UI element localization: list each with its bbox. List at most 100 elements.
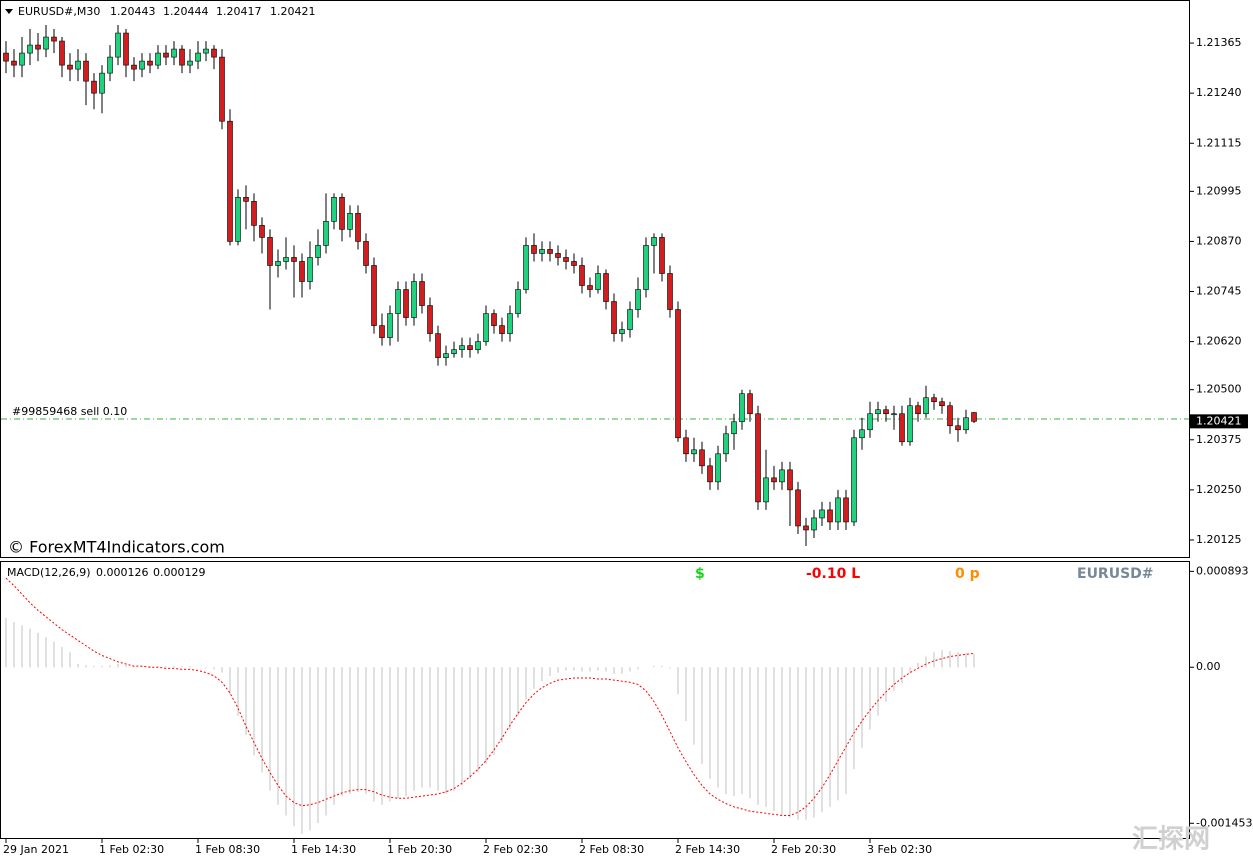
candle-body <box>283 257 289 262</box>
candle-body <box>403 289 409 318</box>
candle-body <box>675 309 681 439</box>
y-tick-label: 1.20500 <box>1196 383 1242 396</box>
candle-body <box>435 333 441 358</box>
candle-body <box>867 413 873 431</box>
candle-body <box>475 341 481 350</box>
x-tick-label: 1 Feb 02:30 <box>99 843 164 856</box>
candle-body <box>75 60 81 70</box>
macd-title: MACD(12,26,9) <box>7 566 91 579</box>
y-tick-label: 1.20250 <box>1196 483 1242 496</box>
candle-body <box>835 497 841 523</box>
candle-body <box>363 241 369 266</box>
x-tick-label: 29 Jan 2021 <box>3 843 69 856</box>
candle-body <box>779 469 785 483</box>
candle-body <box>179 48 185 66</box>
candle-body <box>611 301 617 334</box>
candle-body <box>635 289 641 310</box>
candle-body <box>83 60 89 82</box>
y-tick-label: 0.00 <box>1196 660 1221 673</box>
price-tag <box>1190 414 1248 429</box>
candle-body <box>579 265 585 286</box>
candle-body <box>515 289 521 314</box>
order-label: #99859468 sell 0.10 <box>12 405 127 418</box>
candle-body <box>19 52 25 66</box>
candle-body <box>323 221 329 246</box>
watermark: © ForexMT4Indicators.com <box>8 538 225 557</box>
candle-body <box>211 48 217 58</box>
candle-body <box>563 257 569 262</box>
candle-body <box>715 453 721 483</box>
candle-body <box>91 80 97 94</box>
candle-body <box>371 265 377 326</box>
candle-body <box>499 325 505 334</box>
candle-body <box>923 397 929 415</box>
x-tick-label: 2 Feb 08:30 <box>579 843 644 856</box>
candle-body <box>43 36 49 50</box>
candle-body <box>755 413 761 503</box>
candle-body <box>131 64 137 70</box>
y-tick-label: 1.20375 <box>1196 433 1242 446</box>
candle-body <box>187 60 193 66</box>
macd-pane <box>0 561 1190 839</box>
x-tick-label: 1 Feb 08:30 <box>195 843 260 856</box>
candle-body <box>203 48 209 54</box>
y-tick-label: -0.001453 <box>1196 816 1252 829</box>
candle-body <box>531 245 537 254</box>
candle-body <box>739 393 745 423</box>
price-tag-label: 1.20421 <box>1196 414 1242 427</box>
candle-body <box>931 397 937 403</box>
candle-body <box>427 305 433 334</box>
candle-body <box>219 56 225 122</box>
candle-body <box>539 249 545 254</box>
y-tick-label: 1.21115 <box>1196 136 1242 149</box>
candle-body <box>59 40 65 66</box>
candle-body <box>627 309 633 330</box>
candle-body <box>963 417 969 431</box>
candle-body <box>51 36 57 42</box>
close-value: 1.20421 <box>270 5 316 18</box>
chart-title: EURUSD#,M30 <box>18 5 100 18</box>
menu-triangle[interactable] <box>5 9 13 14</box>
candle-body <box>395 289 401 314</box>
candle-body <box>851 437 857 523</box>
candle-body <box>139 60 145 70</box>
logo: 汇探网 <box>1132 825 1210 855</box>
candle-body <box>27 44 33 54</box>
candle-body <box>315 245 321 258</box>
indicator-label: -0.10 L <box>806 566 860 582</box>
candle-body <box>523 245 529 290</box>
y-tick-label: 1.20995 <box>1196 184 1242 197</box>
candle-body <box>491 313 497 326</box>
candle-body <box>259 225 265 238</box>
candle-body <box>467 345 473 350</box>
candle-body <box>811 517 817 531</box>
x-tick-label: 1 Feb 14:30 <box>291 843 356 856</box>
low-value: 1.20417 <box>216 5 262 18</box>
candle-body <box>731 421 737 435</box>
candle-body <box>699 449 705 467</box>
candle-body <box>619 329 625 334</box>
candle-body <box>507 313 513 334</box>
x-tick-label: 2 Feb 20:30 <box>771 843 836 856</box>
candle-body <box>339 197 345 230</box>
candle-body <box>795 489 801 527</box>
candle-body <box>803 525 809 531</box>
candle-body <box>859 429 865 439</box>
candle-body <box>147 60 153 66</box>
candle-body <box>891 413 897 416</box>
candle-body <box>123 32 129 66</box>
candle-body <box>603 273 609 302</box>
candle-body <box>235 197 241 242</box>
candle-body <box>723 433 729 455</box>
candle-body <box>155 52 161 66</box>
candle-body <box>379 325 385 338</box>
signal-line <box>5 577 975 816</box>
y-tick-label: 1.20620 <box>1196 335 1242 348</box>
candle-body <box>707 465 713 483</box>
candle-body <box>555 253 561 258</box>
candle-body <box>899 413 905 443</box>
candle-body <box>443 353 449 358</box>
